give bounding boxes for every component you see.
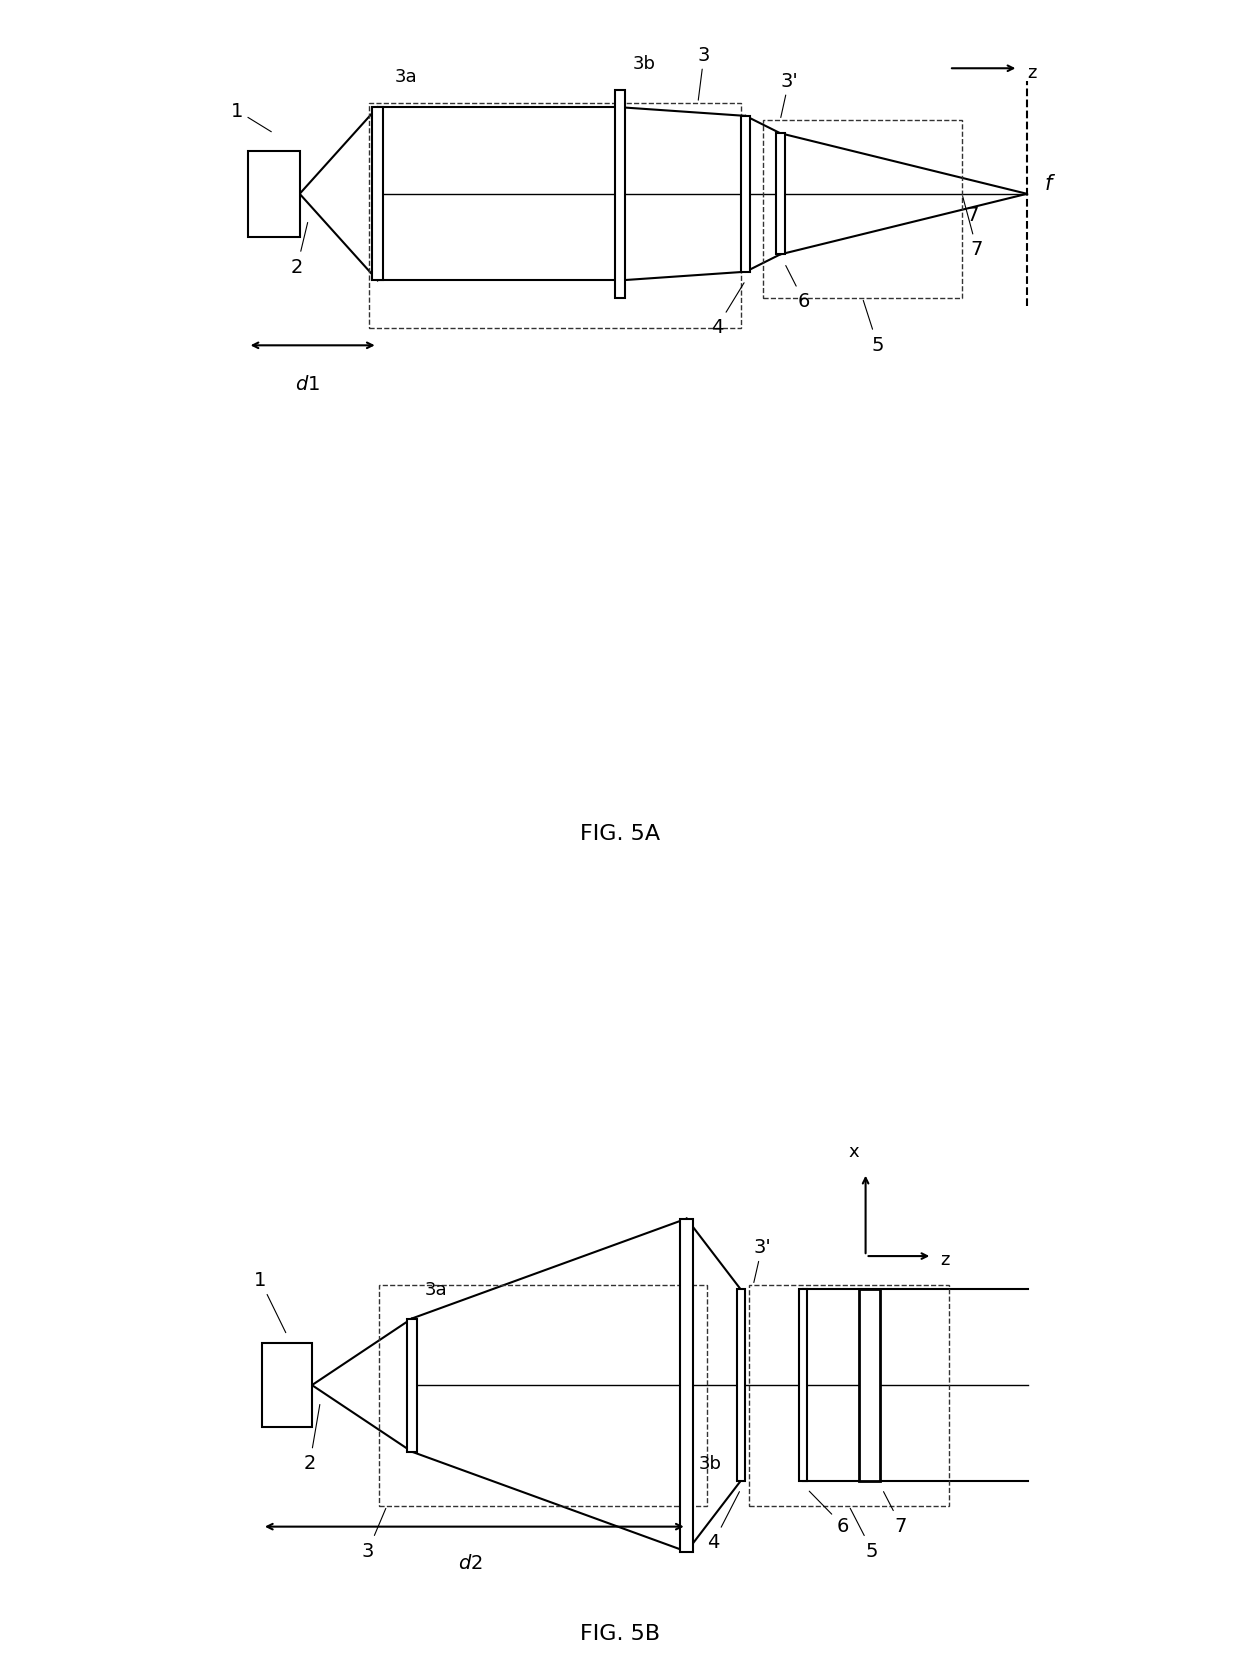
Text: $f$: $f$ xyxy=(1044,175,1056,195)
Bar xyxy=(776,135,785,255)
Text: 5: 5 xyxy=(863,301,884,354)
Bar xyxy=(681,1218,693,1551)
Text: 7: 7 xyxy=(962,198,983,260)
Text: 4: 4 xyxy=(707,1491,739,1551)
Bar xyxy=(370,103,742,329)
Text: FIG. 5A: FIG. 5A xyxy=(580,824,660,844)
Text: 6: 6 xyxy=(786,266,810,311)
Bar xyxy=(615,92,625,298)
Bar xyxy=(737,1290,745,1481)
Text: x: x xyxy=(849,1143,859,1160)
Text: 7: 7 xyxy=(884,1491,908,1534)
Text: 1: 1 xyxy=(254,1270,285,1333)
Text: 4: 4 xyxy=(711,283,744,338)
Text: 3b: 3b xyxy=(699,1454,722,1473)
Text: 5: 5 xyxy=(851,1508,878,1559)
Text: 3: 3 xyxy=(362,1509,386,1559)
Text: 7: 7 xyxy=(966,206,978,225)
Bar xyxy=(372,108,383,281)
Text: 2: 2 xyxy=(304,1404,320,1473)
Text: 3b: 3b xyxy=(632,55,656,73)
Text: z: z xyxy=(1027,63,1037,82)
Bar xyxy=(763,121,962,298)
Bar xyxy=(262,1345,312,1426)
Text: 3: 3 xyxy=(698,45,711,102)
Bar xyxy=(749,1285,949,1506)
Bar xyxy=(799,1290,807,1481)
Text: $d2$: $d2$ xyxy=(458,1553,482,1572)
Bar xyxy=(742,116,750,273)
Text: 2: 2 xyxy=(291,223,308,276)
Bar xyxy=(248,151,300,238)
Text: 3a: 3a xyxy=(424,1280,446,1298)
Bar xyxy=(859,1290,879,1481)
Text: z: z xyxy=(940,1251,950,1268)
Text: FIG. 5B: FIG. 5B xyxy=(580,1622,660,1642)
Text: 3': 3' xyxy=(753,1236,771,1283)
Bar xyxy=(407,1318,417,1451)
Text: $d1$: $d1$ xyxy=(295,374,320,393)
Text: 1: 1 xyxy=(231,102,272,133)
Bar xyxy=(378,1285,707,1506)
Text: 3a: 3a xyxy=(394,68,418,87)
Text: 3': 3' xyxy=(780,72,797,118)
Text: 6: 6 xyxy=(810,1491,849,1534)
